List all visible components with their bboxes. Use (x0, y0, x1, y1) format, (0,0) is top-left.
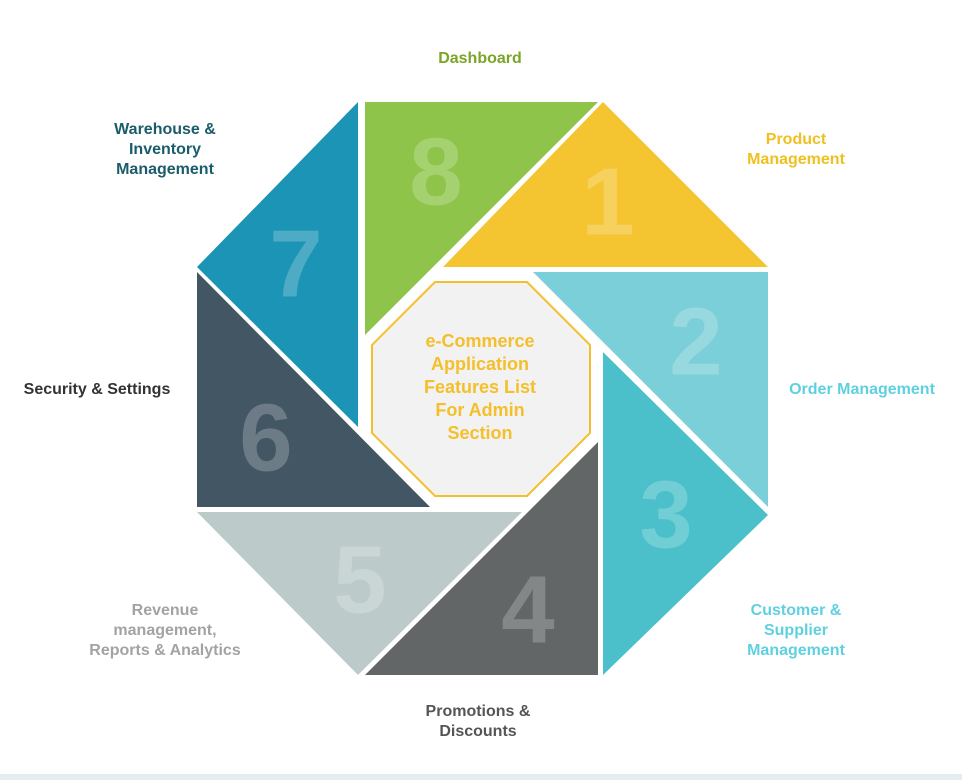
center-title-line: For Admin (435, 400, 525, 420)
label-security-settings: Security & Settings (6, 380, 188, 400)
label-product-management: Product Management (716, 130, 876, 170)
segment-3 (603, 352, 768, 675)
segment-number: 3 (639, 462, 692, 569)
segment-number: 8 (409, 119, 462, 226)
label-line: Order Management (789, 381, 935, 398)
label-line: Supplier (763, 622, 828, 639)
label-line: Discounts (439, 723, 517, 740)
segment-number: 5 (333, 527, 386, 634)
label-order-management: Order Management (772, 380, 952, 400)
label-line: Revenue (131, 602, 199, 619)
segment-number: 7 (269, 211, 322, 318)
segment-number: 2 (669, 289, 722, 396)
segment-1 (443, 102, 768, 267)
label-line: Product (765, 131, 827, 148)
center-title-line: Features List (423, 377, 537, 397)
center-title: e-Commerce Application Features List For… (380, 330, 580, 445)
label-customer-supplier-management: Customer & Supplier Management (716, 601, 876, 661)
bottom-divider (0, 774, 962, 780)
center-title-line: Section (447, 423, 513, 443)
segment-8 (365, 102, 598, 335)
center-title-line: Application (431, 354, 529, 374)
segment-5 (197, 512, 522, 675)
label-line: Promotions & (425, 703, 531, 720)
label-line: Management (747, 642, 845, 659)
label-line: management, (113, 622, 217, 639)
label-promotions-discounts: Promotions & Discounts (398, 702, 558, 742)
label-line: Security & Settings (23, 381, 171, 398)
label-warehouse-inventory-management: Warehouse & Inventory Management (85, 120, 245, 180)
label-line: Management (747, 151, 845, 168)
segment-number: 1 (581, 149, 634, 256)
label-line: Reports & Analytics (89, 642, 241, 659)
label-line: Warehouse & (114, 121, 216, 138)
segment-4 (365, 442, 598, 675)
center-octagon (371, 281, 591, 497)
segment-number: 4 (501, 557, 554, 664)
segment-7 (197, 102, 358, 427)
label-revenue-reports-analytics: Revenue management, Reports & Analytics (72, 601, 258, 661)
center-title-line: e-Commerce (425, 331, 535, 351)
segment-6 (197, 272, 430, 507)
label-line: Inventory (128, 141, 201, 158)
label-line: Dashboard (438, 50, 522, 67)
label-line: Customer & (750, 602, 842, 619)
label-line: Management (116, 161, 214, 178)
segment-number: 6 (239, 385, 292, 492)
label-dashboard: Dashboard (400, 49, 560, 69)
segment-2 (533, 272, 768, 507)
